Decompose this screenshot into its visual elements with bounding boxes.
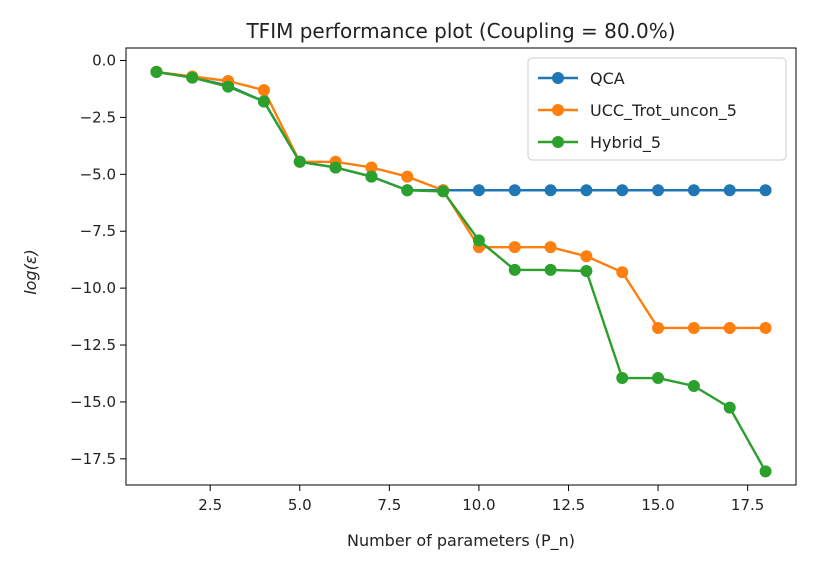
data-point [257,84,270,97]
legend-label: UCC_Trot_uncon_5 [590,101,737,121]
y-tick-label: −15.0 [70,393,116,411]
data-point [723,321,736,334]
data-point [365,161,378,174]
axes: 2.5 5.0 7.5 10.0 12.5 15.0 17.5 0.0 −2.5 −5.0 −7.5… [70,47,797,514]
y-tick-label: −2.5 [80,108,116,126]
y-tick-label: −12.5 [70,336,116,354]
x-tick-label: 17.5 [731,496,764,514]
x-tick-label: 12.5 [552,496,585,514]
data-point [687,184,700,197]
data-point [329,161,342,174]
data-point [616,184,629,197]
data-point [652,321,665,334]
x-tick-label: 7.5 [377,496,401,514]
data-point [544,184,557,197]
data-point [544,241,557,254]
legend-box [527,57,787,161]
data-point [508,241,521,254]
data-point [544,263,557,276]
legend-swatch-marker [552,72,564,84]
data-point [186,71,199,84]
data-point [437,185,450,198]
y-tick-label: −10.0 [70,279,116,297]
legend: QCA UCC_Trot_uncon_5 Hybrid_5 [527,57,787,161]
data-point [580,250,593,263]
x-tick-label: 10.0 [462,496,495,514]
data-point [723,401,736,414]
plot-frame [125,47,797,486]
legend-swatch-marker [552,104,564,116]
data-point [652,184,665,197]
data-point [759,184,772,197]
x-tick-label: 2.5 [198,496,222,514]
legend-entry: QCA [538,69,625,88]
data-point [723,184,736,197]
data-point [616,266,629,279]
y-tick-label: −7.5 [80,222,116,240]
data-point [401,170,414,183]
legend-label: Hybrid_5 [590,133,661,153]
data-point [472,234,485,247]
data-point [508,184,521,197]
series-Hybrid_5 [150,65,772,478]
legend-entry: Hybrid_5 [538,133,661,153]
data-point [652,372,665,385]
x-tick-label: 5.0 [288,496,312,514]
data-point [508,263,521,276]
y-axis-title: log(ε) [21,249,40,295]
series-layer [150,65,772,478]
y-tick-label: −5.0 [80,165,116,183]
legend-label: QCA [590,69,625,88]
data-point [687,321,700,334]
legend-swatch-marker [552,136,564,148]
data-point [759,321,772,334]
data-point [616,372,629,385]
x-tick-label: 15.0 [641,496,674,514]
data-point [257,95,270,108]
data-point [365,170,378,183]
data-point [150,65,163,78]
data-point [580,184,593,197]
data-point [401,184,414,197]
y-tick-label: −17.5 [70,450,116,468]
data-point [580,265,593,278]
y-tick-label: 0.0 [92,52,116,70]
legend-entry: UCC_Trot_uncon_5 [538,101,737,121]
chart-title: TFIM performance plot (Coupling = 80.0%) [245,19,675,43]
x-axis-title: Number of parameters (P_n) [347,531,575,551]
data-point [293,155,306,168]
data-point [472,184,485,197]
series-line [156,70,767,472]
data-point [759,465,772,478]
data-point [687,379,700,392]
data-point [222,80,235,93]
